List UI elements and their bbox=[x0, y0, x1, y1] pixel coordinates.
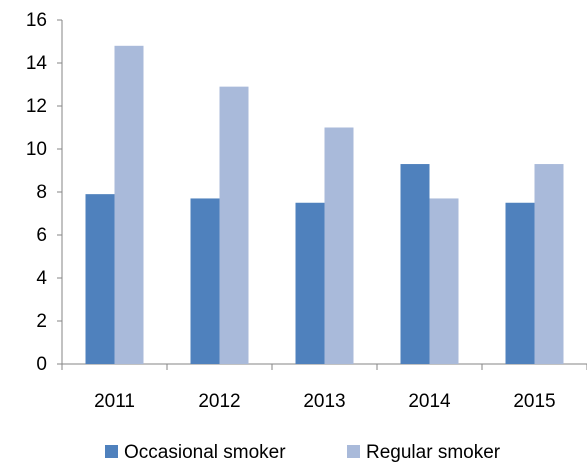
occasional-smoker-bar-2011 bbox=[85, 194, 115, 364]
y-tick-label: 2 bbox=[36, 311, 47, 332]
bars bbox=[85, 45, 564, 365]
occasional-smoker-bar-2014 bbox=[400, 164, 430, 364]
x-tick-label: 2013 bbox=[303, 391, 345, 412]
y-tick-label: 10 bbox=[26, 139, 47, 160]
legend-swatch bbox=[347, 445, 360, 458]
regular-smoker-bar-2014 bbox=[429, 198, 459, 364]
y-tick-label: 4 bbox=[36, 268, 47, 289]
regular-smoker-bar-2013 bbox=[324, 127, 354, 364]
x-axis: 2011 2012 2013 2014 2015 bbox=[61, 363, 587, 412]
legend-swatch bbox=[105, 445, 118, 458]
regular-smoker-bar-2012 bbox=[219, 86, 249, 365]
y-tick-label: 14 bbox=[26, 53, 48, 74]
occasional-smoker-bar-2013 bbox=[295, 202, 325, 364]
x-tick-label: 2011 bbox=[94, 391, 135, 412]
regular-smoker-bar-2015 bbox=[534, 164, 564, 364]
x-tick-label: 2012 bbox=[198, 391, 240, 412]
y-tick-label: 8 bbox=[36, 182, 47, 203]
y-axis: 0 2 4 6 8 10 12 14 16 bbox=[26, 10, 63, 375]
legend: Occasional smoker Regular smoker bbox=[105, 442, 501, 463]
x-tick-label: 2015 bbox=[513, 391, 555, 412]
legend-label: Occasional smoker bbox=[124, 442, 286, 463]
y-tick-label: 0 bbox=[36, 354, 47, 375]
occasional-smoker-bar-2012 bbox=[190, 198, 220, 364]
y-tick-label: 6 bbox=[36, 225, 47, 246]
y-tick-label: 12 bbox=[26, 96, 47, 117]
occasional-smoker-bar-2015 bbox=[505, 202, 535, 364]
legend-label: Regular smoker bbox=[366, 442, 501, 463]
regular-smoker-bar-2011 bbox=[114, 45, 144, 365]
x-tick-label: 2014 bbox=[408, 391, 451, 412]
y-tick-label: 16 bbox=[26, 10, 47, 31]
